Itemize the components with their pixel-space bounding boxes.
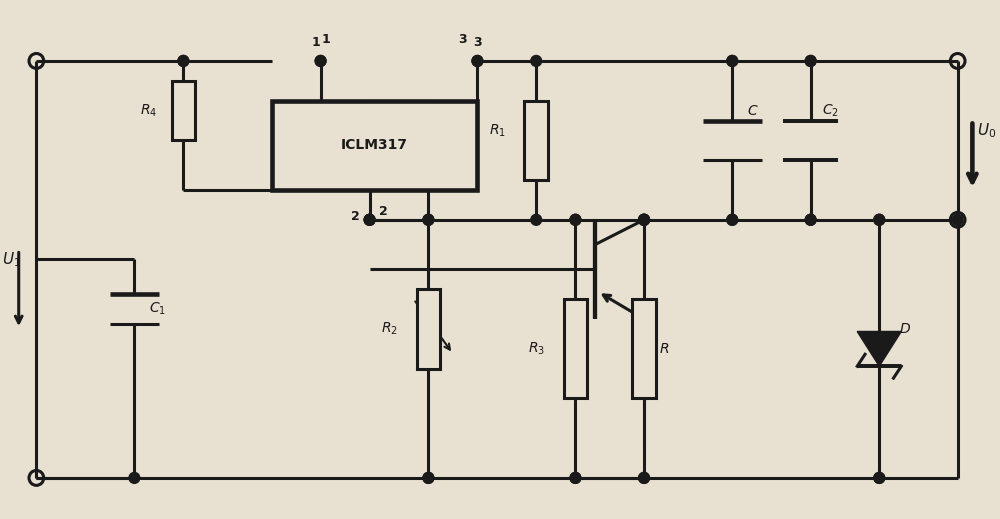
Text: 2: 2 <box>351 210 360 223</box>
Text: $C_1$: $C_1$ <box>149 301 166 317</box>
Bar <box>172 81 195 140</box>
Circle shape <box>727 56 738 66</box>
Circle shape <box>805 56 816 66</box>
Circle shape <box>178 56 189 66</box>
Circle shape <box>178 56 189 66</box>
Circle shape <box>639 214 649 225</box>
Circle shape <box>423 472 434 483</box>
Circle shape <box>531 214 542 225</box>
Circle shape <box>364 214 375 225</box>
Circle shape <box>423 214 434 225</box>
Circle shape <box>727 56 738 66</box>
Text: $R_1$: $R_1$ <box>489 122 505 139</box>
Circle shape <box>805 214 816 225</box>
Circle shape <box>874 472 885 483</box>
Circle shape <box>472 56 483 66</box>
Text: $R_2$: $R_2$ <box>381 321 398 337</box>
Text: 1: 1 <box>321 33 330 46</box>
Circle shape <box>952 214 963 225</box>
Circle shape <box>531 56 542 66</box>
Text: $R_3$: $R_3$ <box>528 340 545 357</box>
Bar <box>632 299 656 399</box>
Text: 3: 3 <box>458 33 467 46</box>
Text: $D$: $D$ <box>899 322 911 336</box>
Circle shape <box>874 472 885 483</box>
Circle shape <box>315 56 326 66</box>
Circle shape <box>639 472 649 483</box>
Circle shape <box>570 472 581 483</box>
Text: ICLM317: ICLM317 <box>341 139 408 153</box>
Text: $U_1$: $U_1$ <box>2 250 21 269</box>
Text: 2: 2 <box>379 205 388 218</box>
Circle shape <box>570 214 581 225</box>
Circle shape <box>639 214 649 225</box>
Circle shape <box>129 472 140 483</box>
Circle shape <box>639 472 649 483</box>
Text: $R$: $R$ <box>659 342 669 356</box>
Circle shape <box>805 56 816 66</box>
Text: $C_2$: $C_2$ <box>822 102 839 119</box>
Polygon shape <box>857 332 901 366</box>
Text: $C$: $C$ <box>747 104 759 118</box>
Text: 3: 3 <box>473 36 482 49</box>
Circle shape <box>874 214 885 225</box>
Bar <box>564 299 587 399</box>
Circle shape <box>727 214 738 225</box>
Circle shape <box>364 214 375 225</box>
Circle shape <box>727 214 738 225</box>
Circle shape <box>874 214 885 225</box>
Circle shape <box>570 214 581 225</box>
Text: $U_0$: $U_0$ <box>977 121 997 140</box>
Circle shape <box>423 472 434 483</box>
Bar <box>524 101 548 180</box>
Text: 1: 1 <box>311 36 320 49</box>
Circle shape <box>639 214 649 225</box>
Bar <box>417 289 440 368</box>
Circle shape <box>364 214 375 225</box>
Text: $R_4$: $R_4$ <box>140 102 158 119</box>
Circle shape <box>472 56 483 66</box>
Circle shape <box>639 214 649 225</box>
Bar <box>272 101 477 190</box>
Circle shape <box>570 472 581 483</box>
Circle shape <box>423 214 434 225</box>
Circle shape <box>315 56 326 66</box>
Circle shape <box>805 214 816 225</box>
